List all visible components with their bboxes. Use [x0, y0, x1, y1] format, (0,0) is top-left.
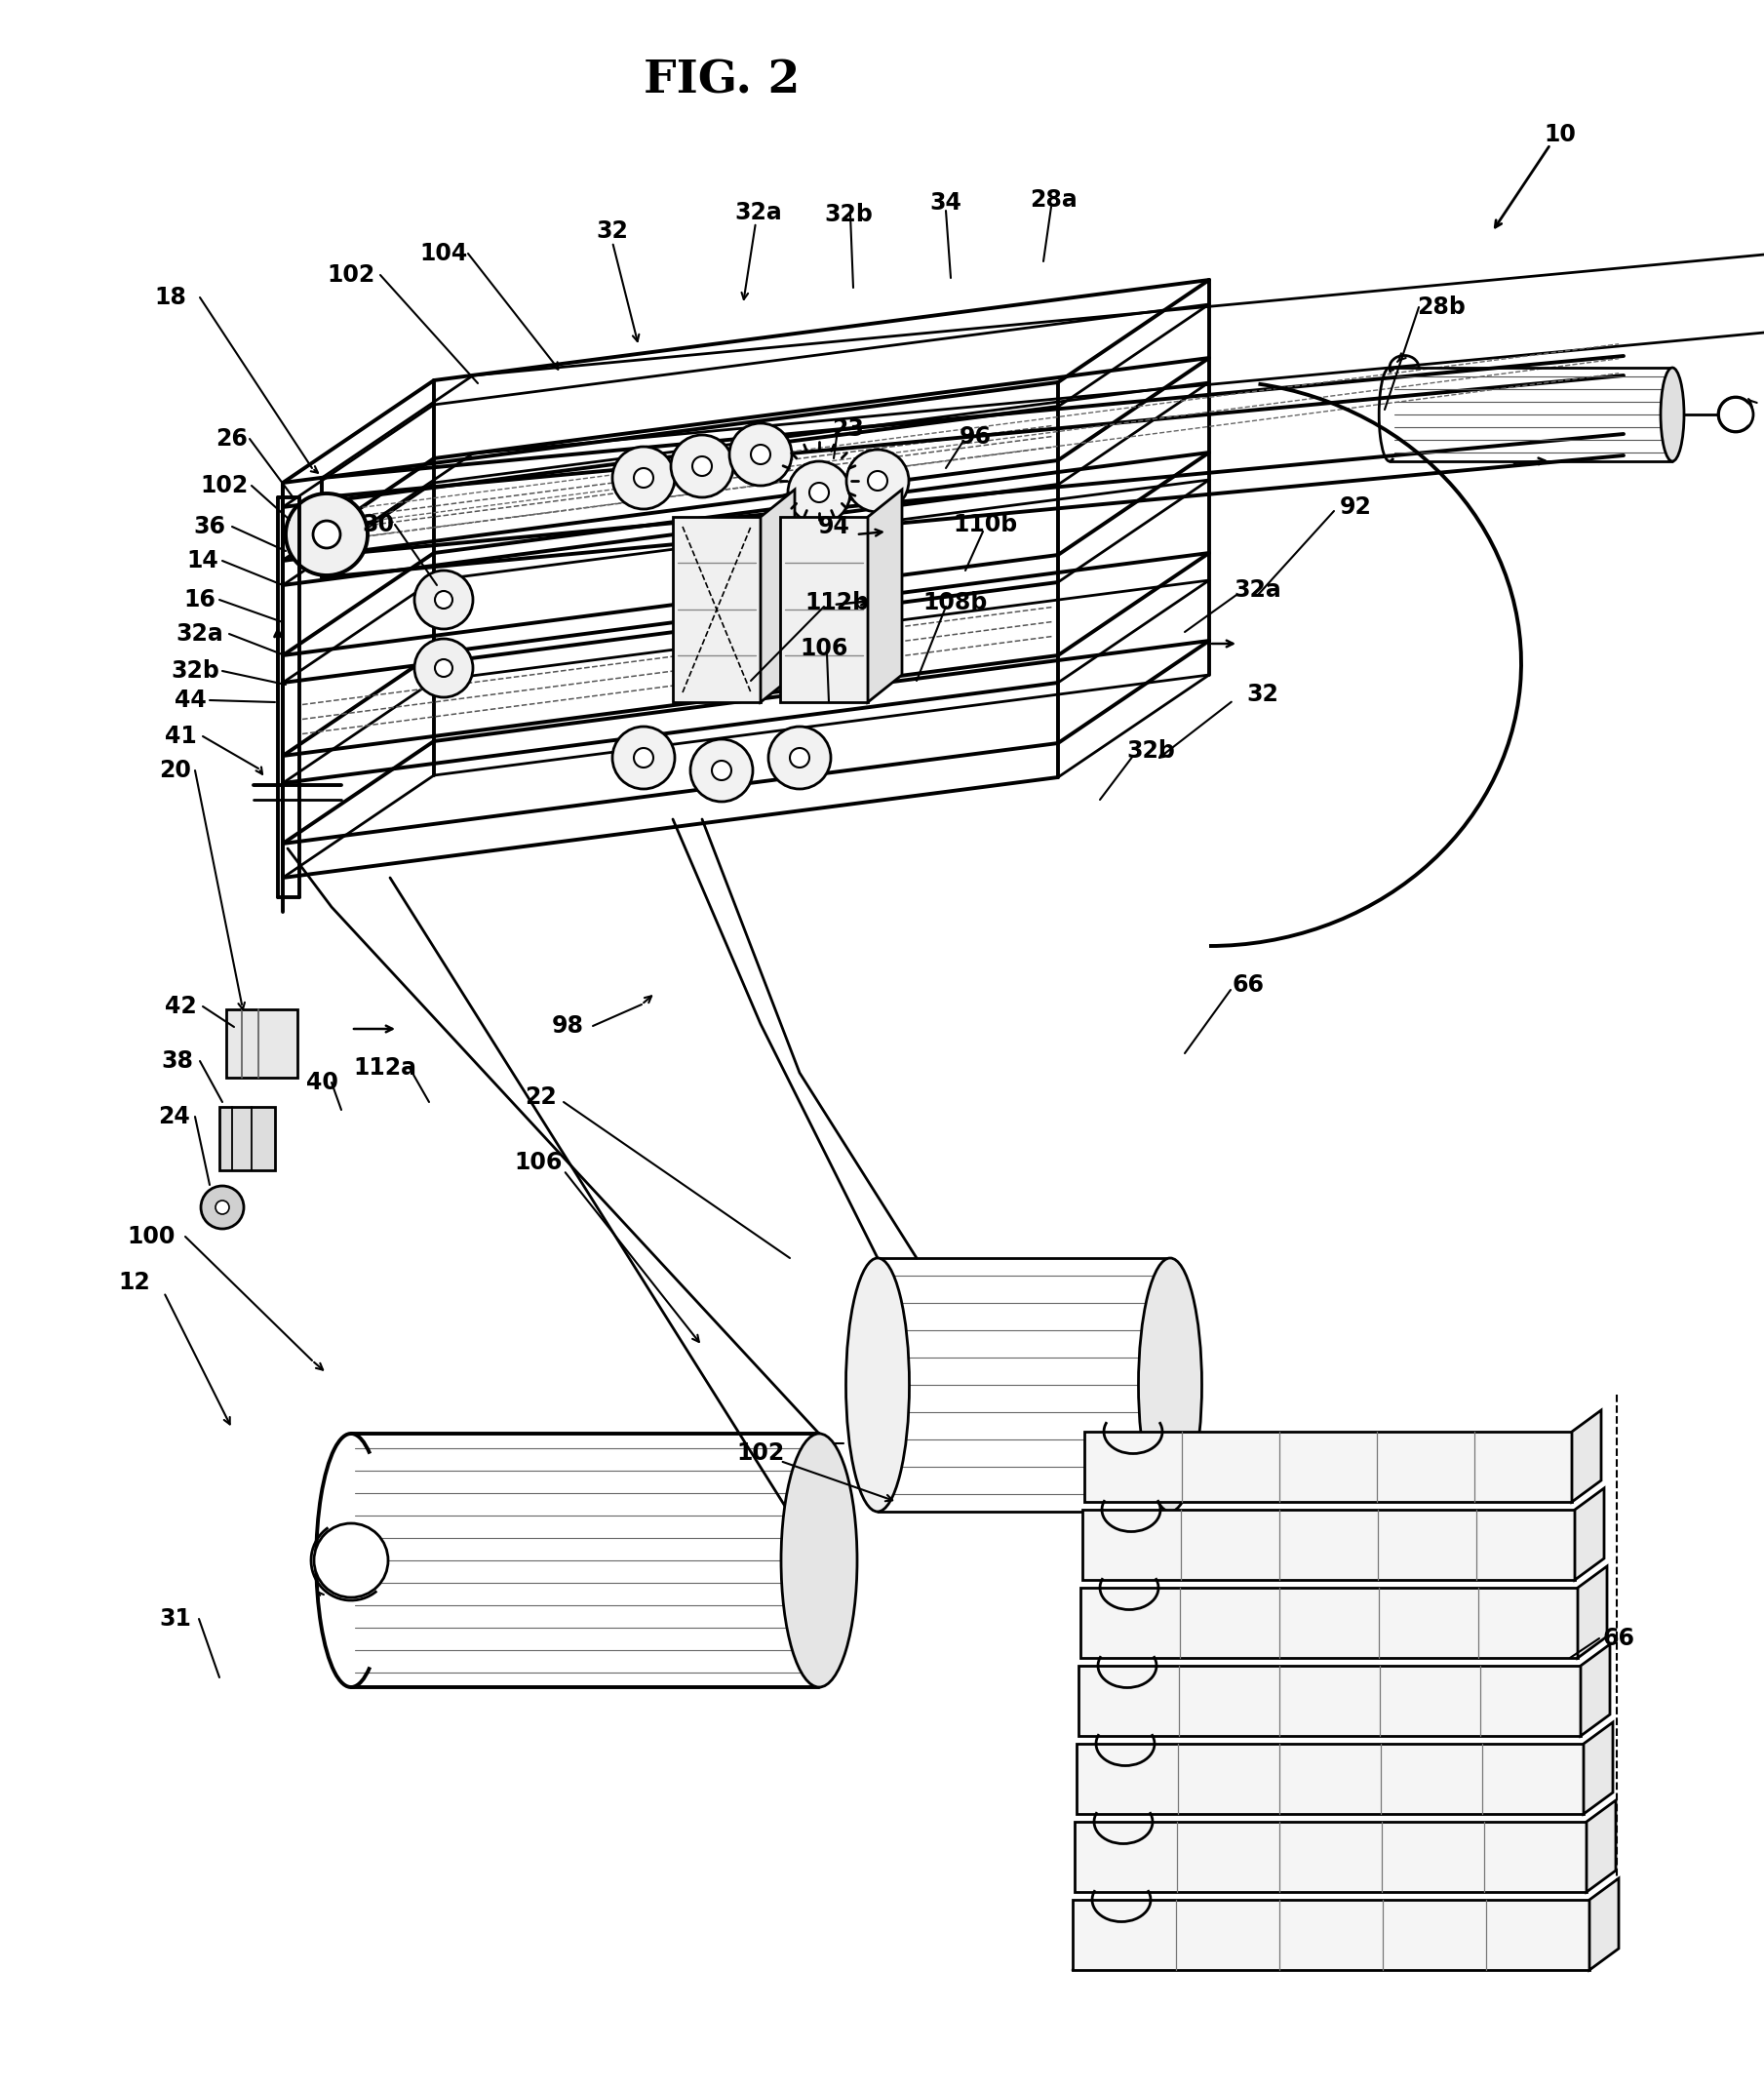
Polygon shape — [219, 1107, 275, 1169]
Circle shape — [633, 468, 653, 489]
Circle shape — [633, 748, 653, 768]
Text: 26: 26 — [215, 428, 249, 451]
Text: 14: 14 — [187, 549, 219, 572]
Circle shape — [751, 445, 771, 464]
Text: 16: 16 — [183, 589, 215, 612]
Text: 36: 36 — [194, 516, 226, 539]
Polygon shape — [1083, 1510, 1575, 1581]
Polygon shape — [1572, 1409, 1602, 1501]
Text: 30: 30 — [362, 514, 395, 537]
Text: 28a: 28a — [1030, 188, 1076, 211]
Circle shape — [690, 739, 753, 802]
Text: 18: 18 — [155, 286, 187, 309]
Text: 38: 38 — [161, 1050, 194, 1073]
Polygon shape — [672, 518, 760, 702]
Text: 112b: 112b — [804, 591, 870, 614]
Text: 40: 40 — [305, 1071, 339, 1094]
Polygon shape — [1584, 1723, 1612, 1814]
Text: 32: 32 — [596, 219, 628, 242]
Text: 92: 92 — [1339, 495, 1371, 518]
Text: 41: 41 — [164, 725, 196, 748]
Ellipse shape — [1660, 367, 1685, 461]
Circle shape — [612, 447, 676, 509]
Circle shape — [415, 639, 473, 697]
Polygon shape — [1080, 1587, 1577, 1658]
Text: 32a: 32a — [736, 200, 783, 223]
Text: 31: 31 — [159, 1608, 192, 1631]
Circle shape — [215, 1201, 229, 1215]
Text: 23: 23 — [833, 418, 864, 441]
Text: 32b: 32b — [824, 203, 873, 226]
Text: 66: 66 — [1231, 973, 1265, 996]
Polygon shape — [1575, 1489, 1603, 1581]
Polygon shape — [1577, 1566, 1607, 1658]
Circle shape — [415, 570, 473, 628]
Circle shape — [868, 472, 887, 491]
Circle shape — [670, 434, 734, 497]
Circle shape — [769, 727, 831, 789]
Circle shape — [790, 748, 810, 768]
Polygon shape — [760, 489, 796, 702]
Polygon shape — [1076, 1743, 1584, 1814]
Circle shape — [713, 760, 732, 781]
Text: 10: 10 — [1544, 123, 1577, 146]
Ellipse shape — [781, 1434, 857, 1687]
Text: 32b: 32b — [1127, 739, 1175, 762]
Text: 102: 102 — [326, 263, 376, 286]
Circle shape — [286, 493, 367, 576]
Text: 102: 102 — [201, 474, 249, 497]
Text: 32a: 32a — [1235, 578, 1282, 601]
Circle shape — [314, 1524, 388, 1597]
Circle shape — [1718, 397, 1753, 432]
Text: 112a: 112a — [353, 1057, 416, 1079]
Polygon shape — [1074, 1821, 1586, 1892]
Circle shape — [691, 457, 713, 476]
Text: 104: 104 — [420, 242, 467, 265]
Polygon shape — [1589, 1879, 1619, 1969]
Text: 12: 12 — [118, 1272, 150, 1295]
Polygon shape — [1586, 1800, 1616, 1892]
Polygon shape — [1085, 1432, 1572, 1501]
Ellipse shape — [847, 1259, 908, 1512]
Text: FIG. 2: FIG. 2 — [644, 58, 799, 102]
Text: 100: 100 — [127, 1226, 175, 1249]
Text: 32b: 32b — [171, 660, 219, 683]
Text: 66: 66 — [1603, 1627, 1635, 1650]
Text: 96: 96 — [960, 426, 991, 449]
Polygon shape — [1073, 1900, 1589, 1969]
Text: 94: 94 — [818, 516, 850, 539]
Polygon shape — [780, 518, 868, 702]
Circle shape — [436, 591, 452, 608]
Circle shape — [612, 727, 676, 789]
Text: 102: 102 — [737, 1441, 785, 1466]
Text: 44: 44 — [175, 689, 206, 712]
Polygon shape — [1581, 1643, 1611, 1735]
Circle shape — [201, 1186, 243, 1230]
Text: 98: 98 — [552, 1015, 584, 1038]
Circle shape — [729, 424, 792, 487]
Text: 108b: 108b — [923, 591, 988, 614]
Text: 24: 24 — [157, 1105, 189, 1128]
Circle shape — [312, 520, 340, 547]
Text: 22: 22 — [526, 1086, 557, 1109]
Circle shape — [847, 449, 908, 512]
Text: 42: 42 — [164, 994, 196, 1019]
Text: 32: 32 — [1247, 683, 1279, 706]
Circle shape — [436, 660, 452, 677]
Text: 110b: 110b — [953, 514, 1018, 537]
Text: 20: 20 — [159, 758, 192, 783]
Text: 106: 106 — [513, 1150, 563, 1173]
Ellipse shape — [1138, 1259, 1201, 1512]
Text: 28b: 28b — [1416, 296, 1466, 319]
Polygon shape — [868, 489, 901, 702]
Polygon shape — [226, 1009, 298, 1077]
Circle shape — [810, 482, 829, 503]
Text: 34: 34 — [930, 192, 961, 215]
Circle shape — [789, 461, 850, 524]
Text: 106: 106 — [799, 637, 848, 660]
Text: 32a: 32a — [176, 622, 224, 645]
Polygon shape — [1078, 1666, 1581, 1735]
